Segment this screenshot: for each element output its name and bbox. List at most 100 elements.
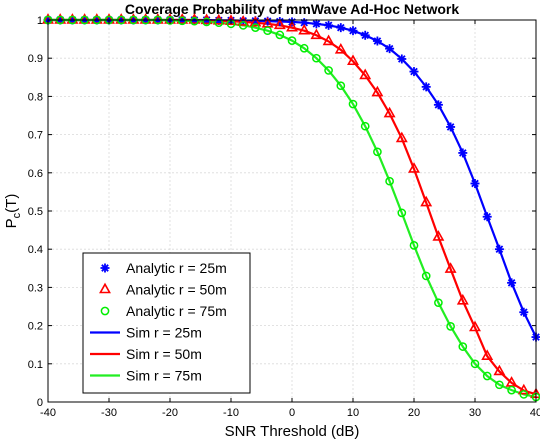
legend-entry-sim-r-75m: Sim r = 75m <box>90 368 202 384</box>
series-analytic-r-75m-point <box>360 121 370 131</box>
y-tick-label: 0.7 <box>28 130 43 142</box>
series-analytic-r-50m-point <box>420 195 433 207</box>
y-tick-label: 0.3 <box>28 282 43 294</box>
x-tick-label: -20 <box>162 407 178 419</box>
series-analytic-r-75m-point <box>446 322 455 331</box>
x-tick-label: -40 <box>40 407 56 419</box>
x-tick-label: -10 <box>223 407 239 419</box>
series-analytic-r-75m-point <box>482 371 492 381</box>
legend-entry-sim-r-50m: Sim r = 50m <box>90 346 202 362</box>
plot-area <box>42 13 540 402</box>
chart-title: Coverage Probability of mmWave Ad-Hoc Ne… <box>125 1 459 17</box>
series-analytic-r-50m-point <box>237 15 250 26</box>
y-axis-label-main: P <box>3 218 20 228</box>
y-tick-label: 0 <box>37 397 43 409</box>
series-analytic-r-75m-point <box>434 298 443 308</box>
legend-label: Sim r = 25m <box>126 325 202 341</box>
series-analytic-r-50m-point <box>249 15 262 27</box>
series-analytic-r-75m-point <box>507 385 516 395</box>
legend-entry-analytic-r-75m: Analytic r = 75m <box>100 303 227 319</box>
y-tick-label: 0.9 <box>28 53 43 65</box>
legend-label: Analytic r = 25m <box>126 260 227 276</box>
y-tick-label: 0.1 <box>28 359 43 371</box>
series-analytic-r-50m-point <box>408 162 420 173</box>
series-analytic-r-50m-point <box>359 68 372 80</box>
series-analytic-r-50m-point <box>371 85 384 97</box>
legend-swatch <box>100 306 110 316</box>
series-analytic-r-50m-point <box>273 18 286 30</box>
legend-label: Sim r = 50m <box>126 346 202 362</box>
series-analytic-r-50m-point <box>444 262 457 273</box>
series-analytic-r-75m-point <box>495 380 504 390</box>
series-analytic-r-50m-point <box>469 320 481 332</box>
y-axis-label: Pc(T) <box>3 194 23 229</box>
series-analytic-r-25m-point <box>409 67 419 77</box>
series-analytic-r-75m-point <box>312 53 321 63</box>
y-axis-label-sub: c <box>11 212 23 218</box>
legend-label: Sim r = 75m <box>126 368 202 384</box>
y-tick-label: 0.4 <box>28 244 43 256</box>
series-analytic-r-25m-point <box>324 20 334 30</box>
legend-entry-analytic-r-25m: Analytic r = 25m <box>100 260 227 276</box>
series-analytic-r-25m-point <box>348 26 358 36</box>
series-analytic-r-75m-point <box>190 16 199 26</box>
legend-entry-analytic-r-50m: Analytic r = 50m <box>99 282 227 298</box>
series-analytic-r-75m-point <box>263 26 272 36</box>
series-analytic-r-50m-point <box>176 13 189 24</box>
series-analytic-r-75m-point <box>373 147 382 157</box>
x-tick-label: 10 <box>347 407 359 419</box>
series-analytic-r-50m-point <box>347 54 359 66</box>
x-tick-label: 30 <box>469 407 481 419</box>
y-tick-label: 0.2 <box>28 321 43 333</box>
series-analytic-r-25m-point <box>397 54 407 64</box>
series-analytic-r-50m-point <box>383 106 396 118</box>
series-analytic-r-75m-point <box>275 30 285 40</box>
series-analytic-r-75m-point <box>251 23 260 32</box>
series-analytic-r-50m-point <box>493 364 506 376</box>
series-analytic-r-75m-point <box>519 390 529 399</box>
x-tick-label: 20 <box>408 407 420 419</box>
series-analytic-r-25m-point <box>446 122 456 132</box>
legend-swatch <box>100 263 110 273</box>
series-analytic-r-75m-point <box>299 43 309 53</box>
series-analytic-r-25m-point <box>494 244 504 254</box>
series-analytic-r-25m-point <box>372 36 382 46</box>
series-analytic-r-25m-point <box>482 212 492 222</box>
series-analytic-r-50m-point <box>456 293 469 305</box>
series-analytic-r-25m-point <box>311 19 321 29</box>
y-tick-label: 0.5 <box>28 206 43 218</box>
x-axis-label: SNR Threshold (dB) <box>225 423 360 440</box>
x-tick-label: -30 <box>101 407 117 419</box>
series-analytic-r-75m-point <box>421 271 431 281</box>
series-analytic-r-75m-point <box>238 20 248 30</box>
series-analytic-r-50m-point <box>334 42 347 54</box>
series-analytic-r-75m-point <box>177 16 187 26</box>
series-analytic-r-50m-point <box>322 34 335 46</box>
series-analytic-r-75m-point <box>287 36 297 45</box>
series-analytic-r-75m-point <box>214 18 224 28</box>
y-axis-label-tail: (T) <box>3 194 20 213</box>
legend: Analytic r = 25m Analytic r = 50m Analytic… <box>82 252 251 394</box>
series-analytic-r-50m-point <box>298 23 311 35</box>
series-analytic-r-75m-point <box>470 359 480 369</box>
series-analytic-r-50m-point <box>432 230 445 241</box>
series-analytic-r-75m-point <box>385 176 394 186</box>
axis-ticks: -40 -30 -20 -10 0 10 20 30 40 0 0.1 0.2 0.3 0.4 0.5 0.6… <box>28 15 540 419</box>
series-analytic-r-75m-point <box>397 208 407 218</box>
series-analytic-r-25m-point <box>519 307 529 317</box>
x-tick-label: 40 <box>530 407 540 419</box>
series-analytic-r-25m-point <box>336 23 346 33</box>
series-analytic-r-25m-point <box>360 30 370 40</box>
legend-label: Analytic r = 75m <box>126 303 227 319</box>
y-tick-label: 1 <box>37 15 43 27</box>
legend-swatch <box>99 282 111 294</box>
series-analytic-r-75m-point <box>409 241 419 250</box>
series-analytic-r-25m-point <box>507 278 517 288</box>
legend-label: Analytic r = 50m <box>126 282 227 298</box>
series-analytic-r-25m-point <box>385 44 395 54</box>
series-analytic-r-75m-point <box>348 99 358 109</box>
series-analytic-r-50m-point <box>517 383 530 395</box>
series-analytic-r-75m-point <box>458 342 468 351</box>
legend-entry-sim-r-25m: Sim r = 25m <box>90 325 202 341</box>
